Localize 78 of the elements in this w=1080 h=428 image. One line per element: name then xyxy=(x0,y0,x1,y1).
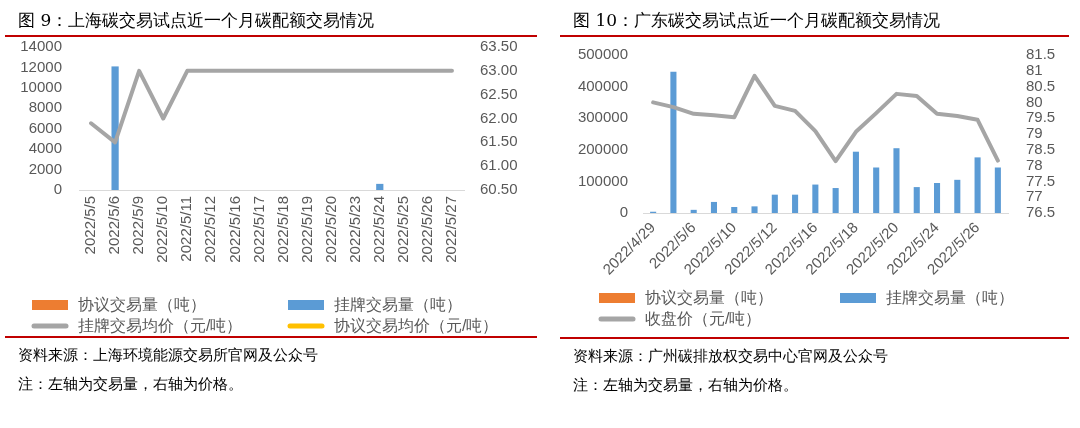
bar xyxy=(832,188,839,213)
x-tick-label: 2022/5/12 xyxy=(201,196,219,263)
y-tick-label: 500000 xyxy=(577,45,628,63)
text: 注：左轴为交易量，右轴为价格。 xyxy=(18,374,244,395)
bar xyxy=(751,206,758,213)
legend-label: 收盘价（元/吨） xyxy=(645,310,762,328)
y2-tick-label: 78 xyxy=(1026,155,1043,173)
y2-tick-label: 79.5 xyxy=(1026,108,1056,126)
x-tick-label: 2022/5/26 xyxy=(418,196,436,263)
y2-tick-label: 76.5 xyxy=(1026,203,1056,221)
bar xyxy=(771,194,778,213)
legend-label: 挂牌交易均价（元/吨） xyxy=(78,317,243,335)
bar xyxy=(893,148,900,213)
bar xyxy=(852,151,859,213)
legend-label: 协议交易量（吨） xyxy=(645,289,773,307)
y-tick-label: 4000 xyxy=(28,139,62,157)
x-tick-label: 2022/5/5 xyxy=(81,196,99,255)
y2-tick-label: 61.50 xyxy=(480,132,518,150)
bar xyxy=(710,201,718,213)
y2-tick-label: 80 xyxy=(1026,92,1043,110)
y-tick-label: 6000 xyxy=(28,118,62,136)
bar xyxy=(933,182,941,213)
y-tick-label: 12000 xyxy=(20,57,62,75)
y-tick-label: 2000 xyxy=(28,159,62,177)
y2-tick-label: 62.00 xyxy=(480,108,518,126)
x-tick-label: 2022/5/10 xyxy=(153,196,171,263)
bar xyxy=(913,187,920,213)
legend-label: 协议交易量（吨） xyxy=(78,296,206,314)
y-tick-label: 200000 xyxy=(577,139,628,157)
y2-tick-label: 60.50 xyxy=(480,180,518,198)
bar xyxy=(994,167,1001,213)
x-tick-label: 2022/5/23 xyxy=(345,196,363,263)
y2-tick-label: 63.00 xyxy=(480,60,518,78)
y2-tick-label: 78.5 xyxy=(1026,139,1056,157)
bar xyxy=(974,157,981,213)
bar xyxy=(690,209,697,213)
bar xyxy=(954,179,961,213)
y-tick-label: 0 xyxy=(53,180,62,198)
legend-label: 挂牌交易量（吨） xyxy=(334,296,462,314)
bar xyxy=(792,194,799,213)
y2-tick-label: 81 xyxy=(1026,60,1043,78)
y2-tick-label: 61.00 xyxy=(480,156,518,174)
y2-tick-label: 81.5 xyxy=(1026,45,1056,63)
chart-title: 图 9：上海碳交易试点近一个月碳配额交易情况 xyxy=(18,9,375,32)
text: 注：左轴为交易量，右轴为价格。 xyxy=(573,375,799,396)
bar xyxy=(812,184,819,213)
y-tick-label: 100000 xyxy=(577,171,628,189)
x-tick-label: 2022/5/18 xyxy=(273,196,291,263)
x-tick-label: 2022/5/19 xyxy=(297,196,315,263)
x-tick-label: 2022/5/6 xyxy=(105,196,123,255)
y-tick-label: 300000 xyxy=(577,108,628,126)
x-tick-label: 2022/5/25 xyxy=(393,196,411,263)
text: 资料来源：上海环境能源交易所官网及公众号 xyxy=(18,345,318,366)
x-tick-label: 2022/5/11 xyxy=(177,196,195,262)
legend-label: 挂牌交易量（吨） xyxy=(886,289,1014,307)
y2-tick-label: 63.50 xyxy=(480,37,518,55)
x-tick-label: 2022/5/9 xyxy=(129,196,147,255)
y-tick-label: 14000 xyxy=(20,37,62,55)
y2-tick-label: 62.50 xyxy=(480,84,518,102)
legend-label: 协议交易均价（元/吨） xyxy=(334,317,499,335)
x-tick-label: 2022/5/27 xyxy=(442,196,460,263)
bar xyxy=(670,71,677,213)
chart-title: 图 10：广东碳交易试点近一个月碳配额交易情况 xyxy=(573,9,941,32)
bar xyxy=(873,167,880,213)
x-tick-label: 2022/5/20 xyxy=(321,196,339,263)
text: 资料来源：广州碳排放权交易中心官网及公众号 xyxy=(573,346,888,367)
y-tick-label: 400000 xyxy=(577,76,628,94)
y-tick-label: 0 xyxy=(619,203,628,221)
y2-tick-label: 80.5 xyxy=(1026,76,1056,94)
y2-tick-label: 77 xyxy=(1026,187,1043,205)
y2-tick-label: 77.5 xyxy=(1026,171,1056,189)
x-tick-label: 2022/5/24 xyxy=(369,196,387,263)
bar xyxy=(731,207,738,213)
x-tick-label: 2022/5/17 xyxy=(249,196,267,263)
y-tick-label: 8000 xyxy=(28,98,62,116)
y2-tick-label: 79 xyxy=(1026,124,1043,142)
x-tick-label: 2022/5/16 xyxy=(225,196,243,263)
y-tick-label: 10000 xyxy=(20,78,62,95)
